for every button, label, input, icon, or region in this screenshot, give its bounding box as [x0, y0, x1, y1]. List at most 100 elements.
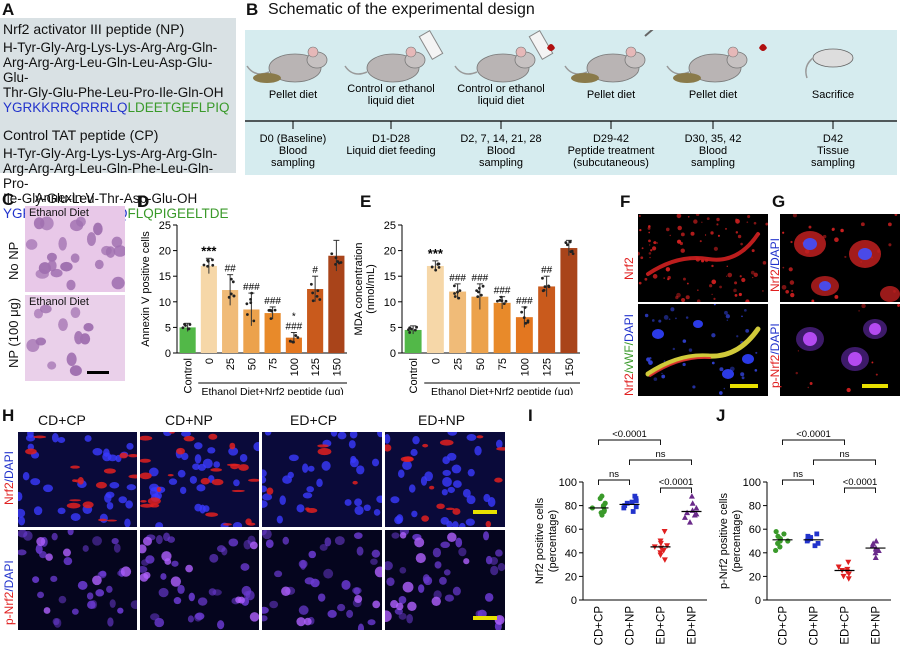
data-point [181, 326, 185, 330]
data-point [777, 538, 783, 544]
comparison-bracket [844, 487, 876, 493]
data-point [273, 308, 277, 312]
cell-signal [803, 332, 817, 346]
data-point [805, 533, 811, 539]
data-point [570, 249, 574, 253]
mouse-icon [246, 46, 328, 83]
scale-bar [473, 616, 497, 620]
data-point [543, 285, 547, 289]
x-tick-label: Control [408, 358, 420, 393]
data-point [206, 258, 210, 262]
significance-label: ### [264, 296, 281, 307]
y-tick-label: 40 [749, 548, 761, 560]
stage-bottom-label: Peptide treatment [568, 145, 655, 157]
data-point [599, 493, 605, 499]
cell-nucleus [94, 259, 104, 270]
cell-nucleus [46, 252, 57, 262]
data-point [775, 533, 781, 539]
y-tick-label: 0 [755, 595, 761, 607]
sacrificed-mouse-icon [805, 48, 854, 79]
data-point [681, 514, 688, 520]
data-point [408, 326, 412, 330]
mouse-icon [454, 30, 555, 83]
scale-bar [862, 384, 888, 388]
data-point [231, 280, 235, 284]
cell-signal [693, 320, 703, 328]
h-group-1: CD+CP [38, 412, 86, 428]
data-point [249, 301, 253, 305]
x-tick-label: CD+CP [778, 606, 790, 646]
cp-seq-1: H-Tyr-Gly-Arg-Lys-Lys-Arg-Arg-Gln- [3, 146, 218, 161]
data-point [250, 291, 254, 295]
bar [243, 309, 260, 353]
data-point [601, 508, 607, 515]
data-point [542, 288, 546, 292]
stage-top-label: Pellet diet [269, 89, 317, 101]
comparison-bracket [813, 459, 876, 465]
significance-label: ### [472, 273, 489, 284]
data-point [453, 284, 456, 288]
bar [179, 327, 196, 353]
x-tick-label: CD+NP [625, 606, 637, 646]
data-point [661, 529, 668, 535]
cell-nucleus [70, 253, 80, 263]
data-point [334, 263, 337, 266]
g-nrf2-image [780, 214, 900, 302]
x-tick-label: 100 [289, 358, 301, 376]
h-pnrf2-image [385, 530, 505, 630]
cell-nucleus [35, 337, 47, 346]
g-stain-nrf2: Nrf2/DAPI [768, 237, 782, 292]
x-tick-label: CD+CP [594, 606, 606, 646]
stage-bottom-label: D1-D28 [372, 133, 410, 145]
f-nrf2-image [638, 214, 768, 302]
panel-label-c: C [2, 190, 15, 209]
cell-nucleus [58, 318, 68, 332]
significance-label: ### [286, 322, 303, 333]
data-point [504, 299, 508, 303]
data-point [624, 500, 630, 506]
data-point [844, 566, 851, 573]
data-point [453, 295, 457, 298]
annexin-title: Annexin V [35, 190, 95, 205]
liquid-bottle [528, 30, 554, 60]
data-point [840, 573, 847, 580]
y-tick-label: 0 [165, 348, 171, 360]
data-point [689, 500, 696, 506]
x-axis-label: Ethanol Diet+Nrf2 peptide (μg) [201, 386, 343, 395]
x-tick-label: 100 [519, 358, 531, 376]
comparison-bracket [782, 479, 814, 485]
data-point [245, 313, 249, 316]
x-tick-label: 25 [453, 358, 465, 370]
y-tick-label: 0 [390, 348, 396, 360]
data-point [815, 540, 821, 546]
cell-nucleus [86, 232, 96, 247]
y-tick-label: 5 [165, 322, 171, 334]
significance-label: ### [243, 282, 260, 293]
cell-nucleus [111, 276, 125, 290]
data-point [499, 295, 503, 299]
data-point [453, 292, 456, 295]
scale-bar [473, 510, 497, 514]
data-point [296, 336, 300, 339]
data-point [476, 295, 480, 298]
data-point [316, 289, 320, 293]
data-point [684, 509, 691, 516]
y-tick-label: 20 [159, 246, 171, 258]
x-tick-label: ED+CP [840, 606, 852, 645]
peptide-sequence-box: Nrf2 activator III peptide (NP) H-Tyr-Gl… [0, 18, 236, 221]
bar [471, 296, 489, 353]
x-tick-label: 150 [331, 358, 343, 376]
x-tick-label: 150 [564, 358, 576, 376]
cell-nucleus [113, 245, 125, 257]
comparison-bracket [598, 479, 630, 485]
data-point [845, 576, 852, 582]
p-value-label: <0.0001 [659, 477, 694, 488]
significance-label: ## [541, 265, 553, 276]
bar [404, 329, 422, 353]
schematic-title: Schematic of the experimental design [268, 1, 535, 18]
panel-label-i: I [528, 406, 533, 425]
significance-label: *** [201, 243, 217, 258]
cell-signal [880, 286, 900, 302]
y-tick-label: 15 [384, 271, 396, 283]
y-tick-label: 5 [390, 322, 396, 334]
